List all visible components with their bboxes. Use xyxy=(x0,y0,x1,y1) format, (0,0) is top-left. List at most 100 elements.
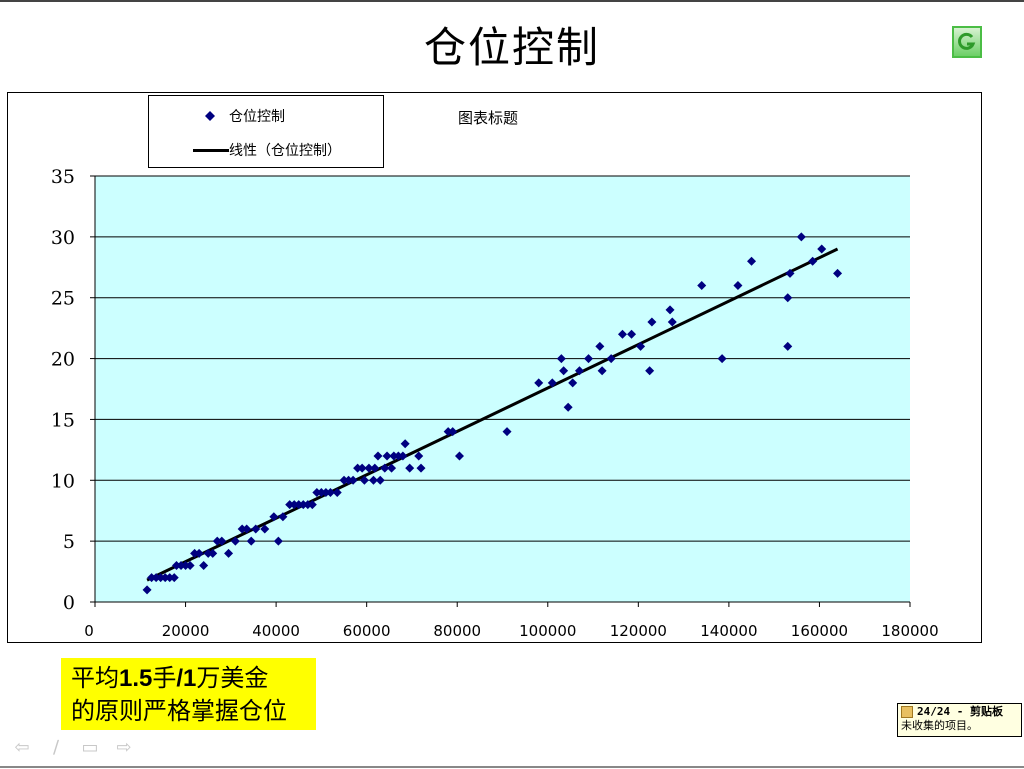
x-tick-label: 140000 xyxy=(700,622,757,640)
data-point xyxy=(547,378,557,388)
data-point xyxy=(414,451,424,461)
data-point xyxy=(584,354,594,364)
data-point xyxy=(375,475,385,485)
data-point xyxy=(156,573,166,583)
plot-area xyxy=(95,176,910,602)
data-point xyxy=(203,548,213,558)
data-point xyxy=(307,500,317,510)
data-point xyxy=(165,573,175,583)
y-tick-label: 20 xyxy=(51,349,75,371)
data-point xyxy=(796,232,806,242)
legend-item-series: 仓位控制 xyxy=(205,106,285,126)
clipboard-notification[interactable]: 24/24 - 剪贴板 未收集的项目。 xyxy=(897,703,1022,737)
data-point xyxy=(357,463,367,473)
x-tick-label: 180000 xyxy=(881,622,938,640)
bottom-rule xyxy=(0,766,1024,768)
data-point xyxy=(325,487,335,497)
data-point xyxy=(665,305,675,315)
data-point xyxy=(151,573,161,583)
data-point xyxy=(808,256,818,266)
data-point xyxy=(224,548,234,558)
data-point xyxy=(597,366,607,376)
data-point xyxy=(568,378,578,388)
data-point xyxy=(303,500,313,510)
data-point xyxy=(237,524,247,534)
data-point xyxy=(627,329,637,339)
data-point xyxy=(199,560,209,570)
callout-line-1: 平均1.5手/1万美金 xyxy=(71,664,269,692)
next-slide-icon[interactable]: ⇨ xyxy=(116,737,132,758)
data-point xyxy=(817,244,827,254)
data-point xyxy=(370,463,380,473)
x-tick-label: 0 xyxy=(84,622,94,640)
data-point xyxy=(316,487,326,497)
data-point xyxy=(785,268,795,278)
legend-trend-label: 线性（仓位控制） xyxy=(229,143,341,159)
green-g-logo-icon xyxy=(952,26,982,58)
data-point xyxy=(260,524,270,534)
data-point xyxy=(194,548,204,558)
data-point xyxy=(645,366,655,376)
x-tick-label: 20000 xyxy=(162,622,210,640)
x-tick-label: 80000 xyxy=(433,622,481,640)
data-point xyxy=(389,451,399,461)
data-point xyxy=(574,366,584,376)
trendline xyxy=(146,247,839,582)
data-point xyxy=(563,402,573,412)
data-point xyxy=(348,475,358,485)
chart-title: 图表标题 xyxy=(458,109,519,127)
data-point xyxy=(783,293,793,303)
top-rule xyxy=(0,0,1024,2)
data-point xyxy=(285,500,295,510)
diamond-marker-icon xyxy=(205,111,215,121)
data-point xyxy=(833,268,843,278)
callout-line-2: 的原则严格掌握仓位 xyxy=(71,697,287,725)
chart-legend: 仓位控制 线性（仓位控制） xyxy=(148,95,384,168)
data-point xyxy=(176,560,186,570)
data-point xyxy=(400,439,410,449)
data-point xyxy=(294,500,304,510)
data-point xyxy=(321,487,331,497)
data-point xyxy=(181,560,191,570)
data-point xyxy=(595,341,605,351)
data-point xyxy=(364,463,374,473)
data-point xyxy=(717,354,727,364)
data-point xyxy=(667,317,677,327)
legend-series-label: 仓位控制 xyxy=(229,109,285,125)
data-point xyxy=(332,487,342,497)
x-tick-label: 100000 xyxy=(519,622,576,640)
data-point xyxy=(147,573,157,583)
data-point xyxy=(443,427,453,437)
data-point xyxy=(454,451,464,461)
data-point xyxy=(339,475,349,485)
data-point xyxy=(380,463,390,473)
data-point xyxy=(142,585,152,595)
data-point xyxy=(359,475,369,485)
data-point xyxy=(251,524,261,534)
slide-nav: ⇦ ∕ ▭ ⇨ xyxy=(10,738,136,758)
y-tick-label: 30 xyxy=(51,227,75,249)
data-point xyxy=(246,536,256,546)
data-point xyxy=(448,427,458,437)
data-point xyxy=(636,341,646,351)
data-point xyxy=(405,463,415,473)
data-point xyxy=(747,256,757,266)
y-tick-label: 5 xyxy=(63,531,75,553)
data-point xyxy=(344,475,354,485)
g-glyph-icon xyxy=(958,32,976,50)
data-point xyxy=(312,487,322,497)
data-point xyxy=(606,354,616,364)
legend-item-trendline: 线性（仓位控制） xyxy=(193,140,341,160)
data-point xyxy=(298,500,308,510)
data-point xyxy=(559,366,569,376)
data-point xyxy=(273,536,283,546)
y-tick-label: 25 xyxy=(51,288,75,310)
y-tick-label: 35 xyxy=(51,166,75,188)
data-point xyxy=(617,329,627,339)
slide-menu-icon[interactable]: ▭ xyxy=(81,737,99,758)
pen-icon[interactable]: ∕ xyxy=(52,737,60,758)
previous-slide-icon[interactable]: ⇦ xyxy=(14,737,30,758)
y-tick-label: 10 xyxy=(51,470,75,492)
data-point xyxy=(269,512,279,522)
